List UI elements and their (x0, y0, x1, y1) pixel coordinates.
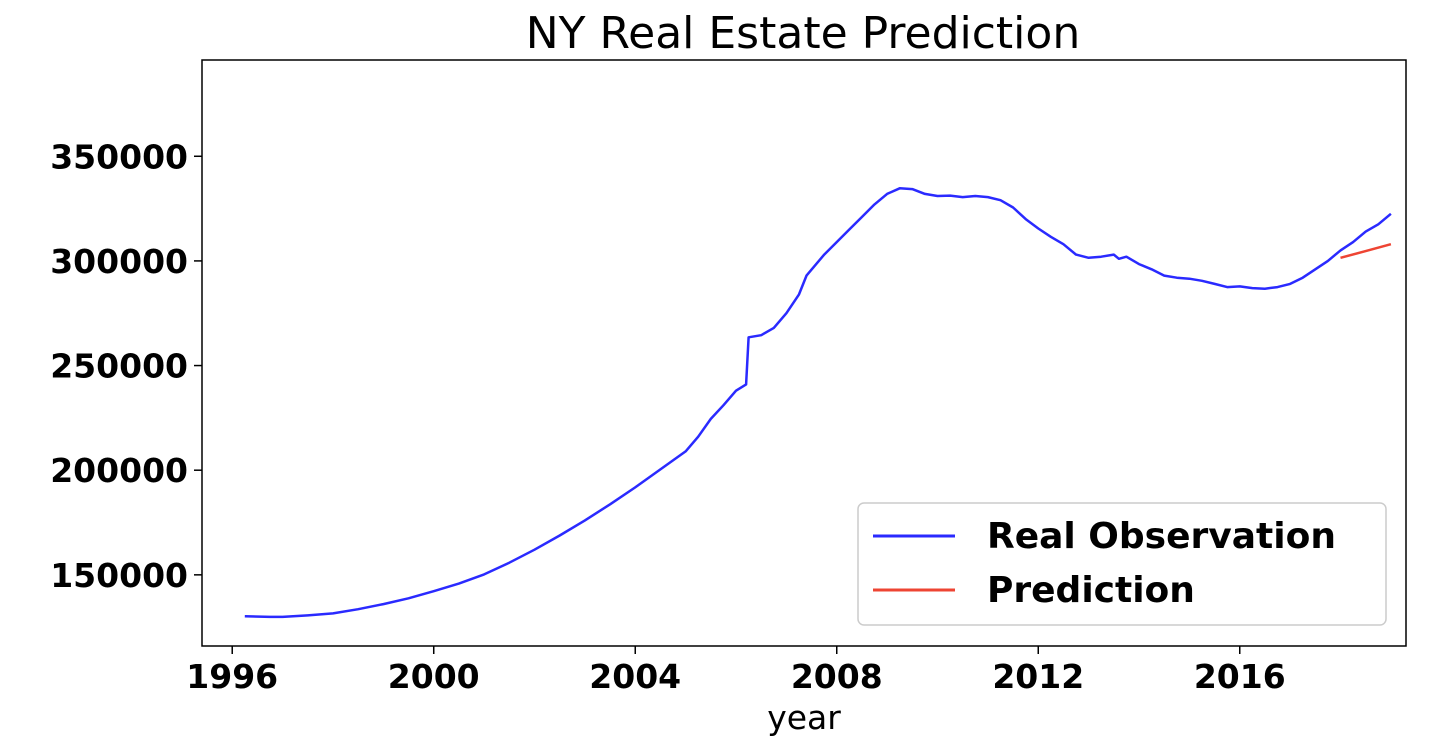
y-tick-label: 350000 (50, 137, 188, 176)
legend: Real Observation Prediction (857, 502, 1387, 626)
x-tick-label: 2000 (388, 657, 480, 696)
x-tick-label: 2012 (992, 657, 1084, 696)
legend-label-prediction: Prediction (987, 570, 1195, 611)
y-axis: 150000 200000 250000 300000 350000 (50, 137, 202, 595)
series-line-prediction (1340, 242, 1392, 260)
x-axis-label: year (767, 698, 841, 737)
series-line-real-observation (244, 187, 1392, 619)
chart-title: NY Real Estate Prediction (526, 8, 1080, 59)
series-layer (244, 187, 1392, 619)
y-tick-label: 300000 (50, 242, 188, 281)
x-tick-label: 2004 (589, 657, 681, 696)
y-tick-label: 250000 (50, 347, 188, 386)
x-tick-label: 2008 (791, 657, 883, 696)
y-tick-label: 200000 (50, 451, 188, 490)
legend-box (857, 502, 1387, 626)
x-tick-label: 2016 (1194, 657, 1286, 696)
legend-label-real-observation: Real Observation (987, 516, 1336, 557)
x-tick-label: 1996 (186, 657, 278, 696)
y-tick-label: 150000 (50, 556, 188, 595)
x-axis: 1996 2000 2004 2008 2012 2016 (186, 646, 1286, 696)
plot-area-frame (201, 59, 1407, 647)
